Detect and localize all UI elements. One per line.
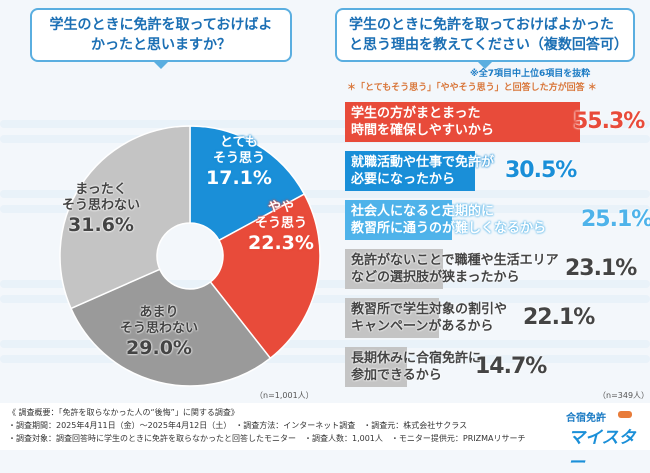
slice-label: とても そう思う: [212, 135, 265, 166]
bg-stripe: [0, 120, 650, 128]
right-question: 学生のときに免許を取っておけばよかったと思う理由を教えてください（複数回答可）: [335, 8, 635, 69]
slice-value: 29.0%: [126, 337, 192, 359]
logo-top: 合宿免許: [566, 413, 606, 424]
note-top-items: ※全7項目中上位6項目を抜粋: [470, 69, 591, 79]
bar-row: 免許がないことで職種や生活エリア などの選択肢が狭まったから 23.1%: [345, 249, 645, 289]
pie-slice: [70, 268, 272, 387]
bar-value: 14.7%: [475, 354, 547, 379]
slice-label: まったく そう思わない: [62, 182, 141, 213]
bg-stripe: [0, 280, 650, 288]
pie-chart: [59, 125, 321, 387]
bar-row: 学生の方がまとまった 時間を確保しやすいから 55.3%: [345, 102, 645, 142]
bar-value: 55.3%: [573, 109, 645, 134]
bar: [345, 249, 444, 289]
bar-row: 教習所で学生対象の割引や キャンペーンがあるから 22.1%: [345, 298, 645, 338]
bg-stripe: [0, 135, 650, 143]
bar-value: 30.5%: [505, 158, 577, 183]
slice-value: 17.1%: [206, 167, 272, 189]
bar: [345, 102, 581, 142]
pie-slice: [209, 193, 321, 360]
pie-label: とても そう思う 17.1%: [206, 135, 272, 189]
bg-stripe: [0, 355, 650, 363]
pie-slice: [189, 125, 306, 242]
right-sample-size: （n=349人）: [598, 391, 650, 400]
slice-value: 22.3%: [248, 232, 314, 254]
footer: 《 調査概要：「免許を取らなかった人の“後悔”」に関する調査》 ・調査期間：20…: [0, 403, 650, 473]
left-sample-size: （n=1,001人）: [255, 391, 314, 400]
bar: [345, 200, 452, 240]
bg-stripe: [0, 205, 650, 213]
car-icon: [618, 411, 632, 418]
note-respondents: ＊「とてもそう思う」「ややそう思う」と回答した方が回答 ＊: [347, 83, 597, 93]
bar-label: 学生の方がまとまった 時間を確保しやすいから: [351, 106, 494, 138]
bar-label: 免許がないことで職種や生活エリア などの選択肢が狭まったから: [351, 253, 559, 285]
bg-stripe: [0, 190, 650, 198]
pie-slice: [59, 125, 191, 310]
bar-row: 長期休みに合宿免許に 参加できるから 14.7%: [345, 347, 645, 387]
survey-title: 《 調査概要：「免許を取らなかった人の“後悔”」に関する調査》: [8, 408, 239, 417]
bar-value: 22.1%: [523, 305, 595, 330]
slice-label: あまり そう思わない: [120, 305, 199, 336]
survey-period: ・調査期間：2025年4月11日（金）～2025年4月12日（土） ・調査方法：…: [8, 421, 468, 430]
bar: [345, 151, 475, 191]
bar-label: 長期休みに合宿免許に 参加できるから: [351, 351, 482, 383]
bar-value: 25.1%: [581, 207, 650, 232]
left-question: 学生のときに免許を取っておけばよかったと思いますか？: [30, 8, 292, 69]
survey-target: ・調査対象：調査回答時に学生のときに免許を取らなかったと回答したモニター ・調査…: [8, 434, 526, 443]
bar-label: 就職活動や仕事で免許が 必要になったから: [351, 155, 495, 187]
bg-stripe: [0, 340, 650, 348]
bar: [345, 298, 439, 338]
logo-bottom: マイスター: [568, 428, 636, 473]
bar-label: 社会人になると定期的に 教習所に通うのが難しくなるから: [351, 204, 547, 236]
pie-label: まったく そう思わない 31.6%: [62, 182, 141, 236]
pie-label: あまり そう思わない 29.0%: [120, 305, 199, 359]
bar-row: 就職活動や仕事で免許が 必要になったから 30.5%: [345, 151, 645, 191]
slice-label: やや そう思う: [254, 200, 307, 231]
bg-stripe: [0, 295, 650, 303]
slice-value: 31.6%: [68, 214, 134, 236]
bar-label: 教習所で学生対象の割引や キャンペーンがあるから: [351, 302, 508, 334]
pie-label: やや そう思う 22.3%: [248, 200, 314, 254]
bar-row: 社会人になると定期的に 教習所に通うのが難しくなるから 25.1%: [345, 200, 650, 240]
bar: [345, 347, 408, 387]
bar-value: 23.1%: [565, 256, 637, 281]
